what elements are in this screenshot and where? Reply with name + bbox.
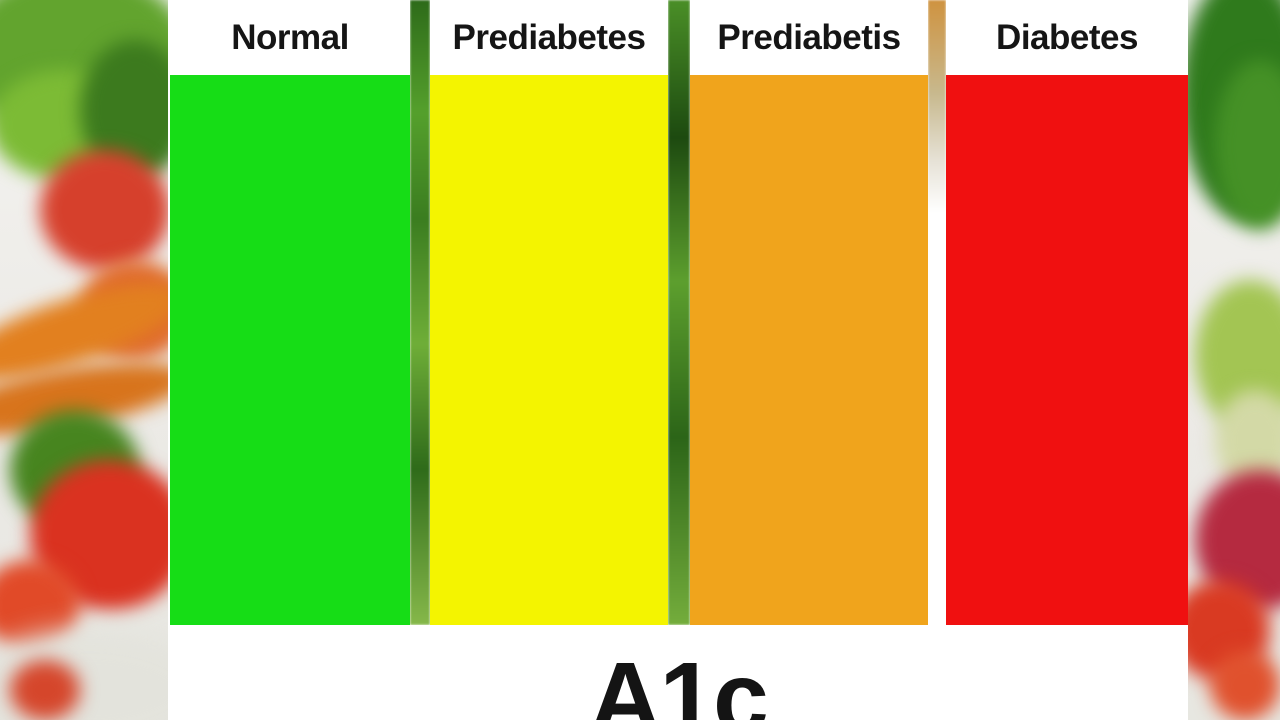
broccoli-shape — [1215, 60, 1280, 230]
category-label-normal: Normal — [170, 0, 410, 75]
category-bar-prediabetis — [690, 75, 928, 625]
photo-gap — [410, 0, 430, 625]
a1c-chart-panel: Normal Prediabetes Prediabetis Diabetes … — [168, 0, 1188, 720]
category-label-prediabetes: Prediabetes — [430, 0, 668, 75]
category-bar-prediabetes — [430, 75, 668, 625]
category-column-prediabetes: Prediabetes — [430, 0, 668, 625]
tomato-shape — [10, 660, 80, 720]
category-column-normal: Normal — [170, 0, 410, 625]
photo-gap — [928, 0, 946, 625]
tomato-shape — [40, 150, 170, 270]
category-bar-normal — [170, 75, 410, 625]
category-column-prediabetis: Prediabetis — [690, 0, 928, 625]
chart-title-band: A1c — [168, 625, 1188, 720]
category-label-diabetes: Diabetes — [946, 0, 1188, 75]
category-column-diabetes: Diabetes — [946, 0, 1188, 625]
tomato-shape — [1210, 650, 1280, 720]
photo-gap — [668, 0, 690, 625]
chart-title: A1c — [589, 642, 768, 720]
category-bar-diabetes — [946, 75, 1188, 625]
category-label-prediabetis: Prediabetis — [690, 0, 928, 75]
